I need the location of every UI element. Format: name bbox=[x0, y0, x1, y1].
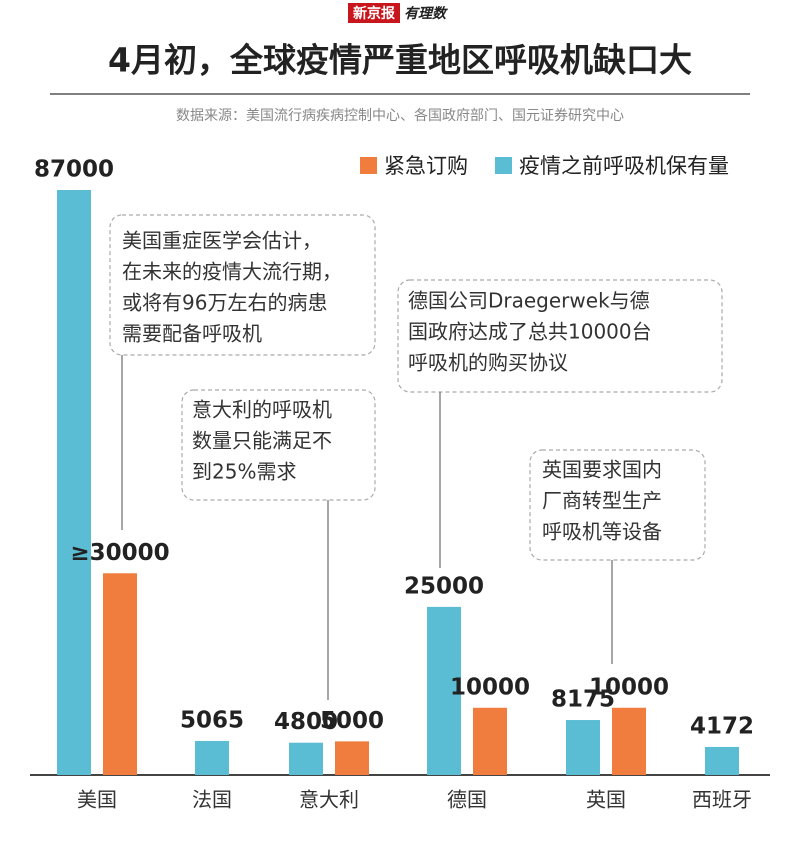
value-label: 8175 bbox=[551, 687, 615, 713]
annotation-text: 在未来的疫情大流行期， bbox=[122, 260, 342, 284]
x-tick-label: 德国 bbox=[447, 788, 487, 812]
legend-label: 疫情之前呼吸机保有量 bbox=[519, 154, 729, 178]
annotation-text: 美国重症医学会估计， bbox=[122, 229, 322, 253]
bar bbox=[612, 707, 646, 775]
annotation-text: 意大利的呼吸机 bbox=[192, 398, 332, 422]
value-label: 4172 bbox=[690, 713, 754, 739]
x-tick-label: 意大利 bbox=[299, 788, 359, 812]
annotation-text: 德国公司Draegerwek与德 bbox=[408, 289, 650, 313]
annotation-text: 到25%需求 bbox=[192, 460, 296, 484]
annotation-box bbox=[397, 279, 723, 393]
value-label: 5000 bbox=[320, 708, 384, 734]
annotation-text: 英国要求国内 bbox=[542, 458, 662, 482]
value-label: 10000 bbox=[589, 674, 669, 700]
source: 数据来源：美国流行病疾病控制中心、各国政府部门、国元证券研究中心 bbox=[176, 108, 624, 124]
annotation-text: 或将有96万左右的病患 bbox=[122, 291, 327, 315]
value-label: 87000 bbox=[34, 157, 114, 183]
value-label: 5065 bbox=[180, 707, 244, 733]
annotation-box bbox=[181, 389, 376, 501]
annotation-text: 国政府达成了总共10000台 bbox=[408, 320, 652, 344]
x-tick-label: 英国 bbox=[586, 788, 626, 812]
legend-swatch bbox=[495, 157, 512, 174]
value-label: 4800 bbox=[274, 709, 338, 735]
bar bbox=[566, 720, 600, 775]
brand: 有理数 bbox=[404, 5, 448, 22]
value-label: ≥30000 bbox=[70, 540, 169, 566]
bar bbox=[473, 707, 507, 775]
logo-box bbox=[348, 3, 400, 23]
annotation-text: 呼吸机等设备 bbox=[542, 520, 662, 544]
x-tick-label: 西班牙 bbox=[692, 788, 752, 812]
bar bbox=[705, 746, 739, 775]
legend-label: 紧急订购 bbox=[384, 154, 468, 178]
x-tick-label: 法国 bbox=[192, 788, 232, 812]
value-label: 10000 bbox=[450, 674, 530, 700]
x-tick-label: 美国 bbox=[77, 788, 117, 812]
annotation-text: 数量只能满足不 bbox=[192, 429, 332, 453]
bar bbox=[103, 573, 137, 775]
value-label: 25000 bbox=[404, 573, 484, 599]
annotation-box bbox=[529, 449, 706, 561]
logo: 新京报 bbox=[353, 5, 395, 22]
legend-swatch bbox=[360, 157, 377, 174]
annotation-box bbox=[109, 214, 376, 356]
annotation-text: 厂商转型生产 bbox=[542, 489, 662, 513]
bar bbox=[427, 606, 461, 775]
bar bbox=[335, 741, 369, 775]
annotation-text: 呼吸机的购买协议 bbox=[408, 351, 568, 375]
bar bbox=[289, 742, 323, 775]
chart-title: 4月初，全球疫情严重地区呼吸机缺口大 bbox=[108, 41, 692, 80]
annotation-text: 需要配备呼吸机 bbox=[122, 322, 262, 346]
bar bbox=[195, 740, 229, 775]
bar bbox=[57, 190, 91, 775]
